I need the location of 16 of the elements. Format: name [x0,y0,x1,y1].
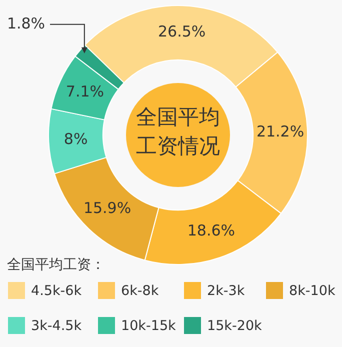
legend-label: 3k-4.5k [31,318,82,334]
legend-label: 4.5k-6k [31,282,82,298]
data-label: 21.2% [256,122,304,141]
data-label: 15.9% [83,198,132,217]
legend-title: 全国平均工资： [7,256,105,274]
data-label: 26.5% [158,22,206,41]
legend-label: 6k-8k [121,282,159,298]
legend-label: 8k-10k [289,282,336,298]
data-label: 18.6% [187,222,236,240]
legend-label: 15k-20k [207,318,262,334]
legend-label: 10k-15k [121,318,176,334]
data-label: 7.1% [66,82,104,100]
legend-label: 2k-3k [207,282,245,298]
text: 全国平均工资情况 [135,104,221,160]
data-label: 1.8% [6,14,46,32]
data-label: 8% [64,130,88,148]
